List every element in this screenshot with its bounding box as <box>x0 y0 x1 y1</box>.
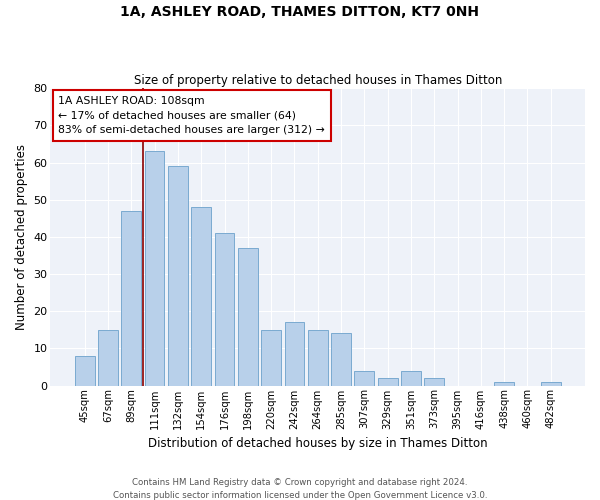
Bar <box>378 378 398 386</box>
Text: Contains HM Land Registry data © Crown copyright and database right 2024.
Contai: Contains HM Land Registry data © Crown c… <box>113 478 487 500</box>
Bar <box>494 382 514 386</box>
Bar <box>121 211 141 386</box>
Bar <box>191 207 211 386</box>
Text: 1A, ASHLEY ROAD, THAMES DITTON, KT7 0NH: 1A, ASHLEY ROAD, THAMES DITTON, KT7 0NH <box>121 5 479 19</box>
Bar <box>168 166 188 386</box>
Bar <box>238 248 258 386</box>
Bar <box>424 378 444 386</box>
Bar <box>541 382 561 386</box>
Bar <box>308 330 328 386</box>
Bar <box>401 370 421 386</box>
Bar <box>355 370 374 386</box>
Title: Size of property relative to detached houses in Thames Ditton: Size of property relative to detached ho… <box>134 74 502 87</box>
Bar <box>215 233 235 386</box>
Text: 1A ASHLEY ROAD: 108sqm
← 17% of detached houses are smaller (64)
83% of semi-det: 1A ASHLEY ROAD: 108sqm ← 17% of detached… <box>58 96 325 135</box>
Bar <box>331 334 351 386</box>
Bar <box>98 330 118 386</box>
Bar <box>261 330 281 386</box>
Bar <box>75 356 95 386</box>
Bar <box>284 322 304 386</box>
X-axis label: Distribution of detached houses by size in Thames Ditton: Distribution of detached houses by size … <box>148 437 488 450</box>
Y-axis label: Number of detached properties: Number of detached properties <box>15 144 28 330</box>
Bar <box>145 152 164 386</box>
